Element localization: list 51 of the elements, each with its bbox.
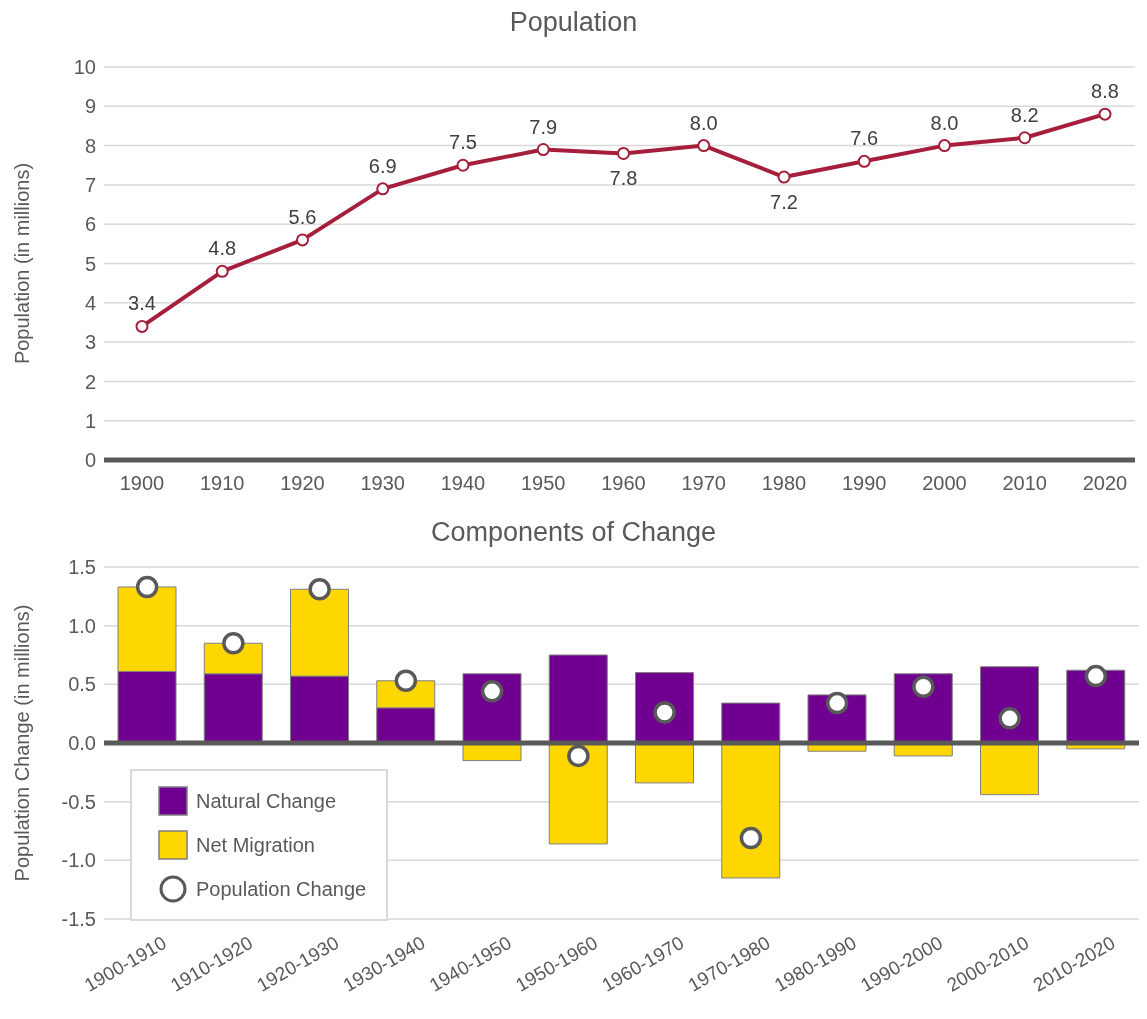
data-label: 7.5 — [449, 131, 477, 154]
y-tick-label: 0.5 — [68, 673, 96, 696]
y-tick-label: 4 — [84, 291, 96, 314]
data-label: 8.0 — [689, 111, 718, 134]
data-label: 6.9 — [368, 154, 397, 177]
data-label: 5.6 — [288, 205, 317, 228]
y-axis-title: Population (in millions) — [11, 162, 34, 365]
x-tick-label: 2010 — [1002, 472, 1047, 495]
x-tick-label: 1940 — [440, 472, 486, 495]
data-label: 7.8 — [609, 167, 638, 190]
data-label: 7.6 — [850, 127, 879, 150]
data-label: 8.8 — [1091, 80, 1119, 103]
x-tick-label: 1910 — [200, 472, 245, 495]
y-tick-label: 8 — [84, 134, 96, 157]
y-tick-label: 3 — [84, 331, 96, 354]
chart-title: Components of Change — [429, 516, 718, 549]
data-label: 8.2 — [1010, 103, 1039, 126]
y-tick-label: 10 — [73, 56, 96, 79]
x-tick-label: 1990 — [842, 472, 887, 495]
y-tick-label: 2 — [84, 370, 96, 393]
x-tick-label: 1950 — [521, 472, 566, 495]
legend-label: Natural Change — [196, 789, 337, 813]
data-label: 8.0 — [930, 111, 959, 134]
data-label: 7.2 — [770, 191, 798, 214]
chart-title: Population — [508, 6, 639, 39]
y-tick-label: 7 — [84, 174, 96, 196]
data-label: 7.9 — [529, 115, 558, 138]
y-tick-label: -0.5 — [61, 790, 96, 813]
legend-label: Net Migration — [196, 833, 315, 857]
x-tick-label: 1900 — [119, 472, 165, 495]
x-tick-label: 1980 — [761, 472, 807, 495]
data-label: 3.4 — [128, 292, 156, 315]
legend-label: Population Change — [196, 877, 367, 901]
y-axis-title: Population Change (in millions) — [11, 604, 34, 882]
x-tick-label: 1920 — [280, 472, 325, 495]
data-label: 4.8 — [208, 237, 237, 260]
y-tick-label: -1.0 — [61, 849, 96, 872]
y-tick-label: 9 — [84, 95, 96, 118]
y-tick-label: 1.5 — [68, 556, 96, 579]
x-tick-label: 1970 — [681, 472, 726, 495]
y-tick-label: 6 — [84, 213, 96, 236]
x-tick-label: 2020 — [1082, 472, 1128, 495]
x-tick-label: 1960 — [601, 472, 646, 495]
y-tick-label: 1.0 — [68, 614, 96, 637]
x-tick-label: 2000 — [922, 472, 967, 495]
y-tick-label: 5 — [84, 252, 96, 275]
y-tick-label: 0.0 — [68, 732, 96, 755]
y-tick-label: 0 — [84, 449, 96, 472]
y-tick-label: -1.5 — [61, 908, 96, 931]
y-tick-label: 1 — [84, 409, 96, 432]
x-tick-label: 1930 — [360, 472, 405, 495]
